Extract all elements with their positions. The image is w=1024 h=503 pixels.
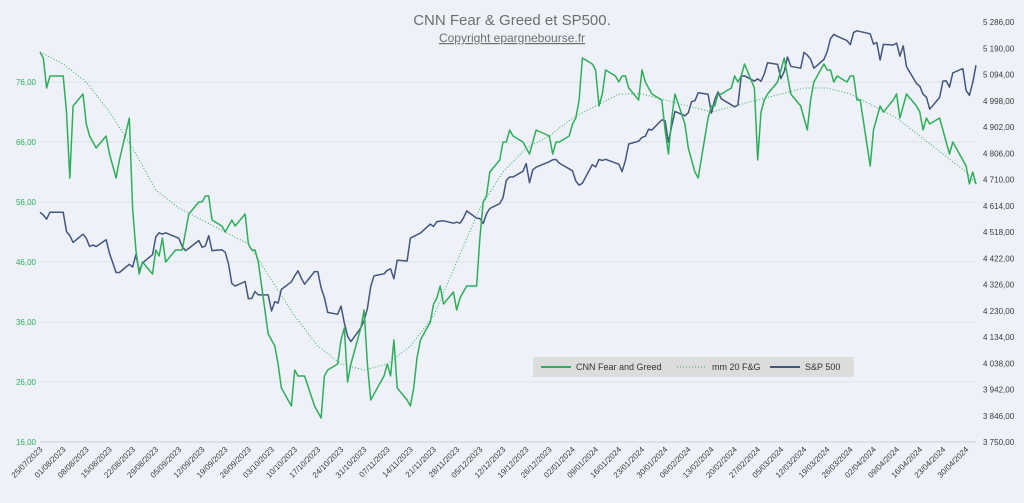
y-tick-left-label: 56,00 bbox=[16, 198, 37, 207]
fear-greed-line bbox=[39, 51, 977, 419]
y-tick-left-label: 76,00 bbox=[16, 78, 37, 87]
right-axis-ticks: 3 750,00 3 846,00 3 942,00 4 038,00 4 134,00… bbox=[983, 18, 1015, 447]
legend: CNN Fear and Greed mm 20 F&G S&P 500 bbox=[533, 357, 854, 377]
y-tick-left-label: 36,00 bbox=[16, 318, 37, 327]
legend-label-mm20: mm 20 F&G bbox=[712, 362, 761, 372]
chart-title: CNN Fear & Greed et SP500. bbox=[413, 12, 611, 29]
y-tick-right-label: 3 942,00 bbox=[983, 386, 1015, 395]
y-tick-right-label: 4 134,00 bbox=[983, 333, 1015, 342]
y-tick-right-label: 4 326,00 bbox=[983, 281, 1015, 290]
y-tick-right-label: 4 422,00 bbox=[983, 254, 1015, 263]
series-lines bbox=[39, 30, 977, 419]
y-tick-left-label: 46,00 bbox=[16, 258, 37, 267]
chart-subtitle: Copyright epargnebourse.fr bbox=[439, 31, 585, 45]
y-tick-right-label: 4 710,00 bbox=[983, 176, 1015, 185]
y-tick-right-label: 4 806,00 bbox=[983, 149, 1015, 158]
gridlines bbox=[40, 81, 976, 443]
y-tick-right-label: 4 614,00 bbox=[983, 202, 1015, 211]
legend-label-fear-greed: CNN Fear and Greed bbox=[576, 362, 662, 372]
x-axis-ticks: 25/07/202301/08/202308/08/202315/08/2023… bbox=[10, 445, 971, 480]
legend-box bbox=[533, 357, 854, 377]
y-tick-left-label: 16,00 bbox=[16, 438, 37, 447]
y-tick-right-label: 4 518,00 bbox=[983, 228, 1015, 237]
legend-label-sp500: S&P 500 bbox=[805, 362, 840, 372]
y-tick-left-label: 66,00 bbox=[16, 138, 37, 147]
y-tick-right-label: 4 902,00 bbox=[983, 123, 1015, 132]
left-axis-ticks: 16,00 26,00 36,00 46,00 56,00 66,00 76,00 bbox=[16, 78, 37, 447]
y-tick-right-label: 4 230,00 bbox=[983, 307, 1015, 316]
y-tick-right-label: 5 190,00 bbox=[983, 44, 1015, 53]
y-tick-left-label: 26,00 bbox=[16, 378, 37, 387]
y-tick-right-label: 3 750,00 bbox=[983, 438, 1015, 447]
y-tick-right-label: 3 846,00 bbox=[983, 412, 1015, 421]
y-tick-right-label: 4 038,00 bbox=[983, 359, 1015, 368]
y-tick-right-label: 5 286,00 bbox=[983, 18, 1015, 27]
y-tick-right-label: 4 998,00 bbox=[983, 97, 1015, 106]
y-tick-right-label: 5 094,00 bbox=[983, 71, 1015, 80]
sp500-line bbox=[39, 30, 977, 343]
